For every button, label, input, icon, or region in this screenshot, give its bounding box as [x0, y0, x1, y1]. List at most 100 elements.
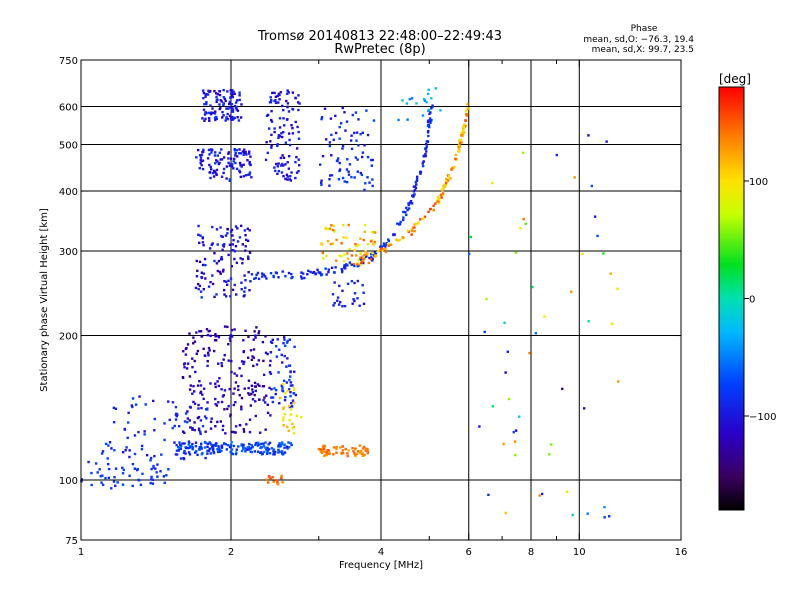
data-point [548, 453, 551, 456]
data-point [222, 288, 226, 292]
data-point [249, 155, 252, 158]
data-point [264, 335, 267, 338]
data-point [229, 157, 233, 160]
data-point [182, 350, 185, 353]
data-point [266, 352, 269, 356]
data-point [352, 450, 355, 453]
data-point [344, 447, 347, 451]
data-point [334, 131, 338, 135]
data-point [610, 322, 614, 326]
data-point [217, 259, 221, 263]
data-point [454, 157, 457, 161]
data-point [90, 483, 93, 487]
data-point [251, 388, 254, 391]
data-point [353, 452, 356, 455]
data-point [418, 170, 422, 174]
data-point [291, 126, 294, 130]
data-point [191, 392, 194, 395]
data-point [278, 117, 282, 120]
data-point [266, 411, 270, 415]
data-point [266, 151, 269, 155]
data-point [227, 404, 230, 408]
data-point [202, 397, 205, 401]
data-point [243, 387, 246, 390]
data-point [261, 452, 264, 455]
data-point [195, 156, 198, 159]
data-point [237, 445, 240, 448]
data-point [228, 179, 231, 182]
data-point [268, 386, 271, 390]
data-point [266, 403, 270, 406]
data-point [278, 98, 281, 101]
data-point [106, 462, 110, 466]
data-point [293, 345, 296, 349]
data-point [167, 400, 170, 403]
data-point [232, 403, 236, 407]
data-point [270, 388, 273, 391]
data-point [297, 137, 301, 140]
data-point [273, 99, 276, 103]
data-point [108, 441, 112, 444]
data-point [252, 364, 255, 368]
data-point [196, 453, 199, 457]
data-point [114, 467, 118, 470]
data-point [341, 147, 344, 150]
data-point [241, 243, 245, 246]
data-point [151, 482, 155, 485]
data-point [286, 425, 289, 429]
data-point [200, 271, 204, 274]
data-point [264, 428, 267, 431]
data-point [195, 259, 198, 263]
data-point [149, 459, 152, 462]
data-point [174, 418, 178, 421]
data-point [437, 201, 441, 205]
data-point [186, 446, 190, 450]
data-point [362, 302, 366, 306]
data-point [220, 100, 223, 103]
data-point [162, 475, 166, 478]
data-point [232, 167, 235, 170]
data-point [295, 414, 299, 417]
data-point [246, 446, 249, 449]
data-point [210, 417, 213, 420]
data-point [200, 163, 203, 167]
data-point [234, 101, 238, 104]
data-point [221, 428, 224, 432]
data-point [198, 330, 201, 333]
data-point [325, 254, 328, 258]
data-point [128, 474, 131, 478]
data-point [223, 325, 227, 328]
data-point [336, 296, 340, 299]
data-point [277, 448, 280, 452]
data-point [211, 274, 214, 277]
data-point [288, 378, 291, 382]
data-point [223, 293, 226, 296]
data-point [287, 167, 291, 170]
data-point [422, 155, 425, 158]
data-point [463, 123, 466, 127]
data-point [406, 208, 409, 212]
data-point [271, 91, 274, 95]
data-point [414, 186, 418, 190]
data-point [233, 104, 237, 108]
y-tick-label: 75 [65, 536, 78, 547]
data-point [278, 445, 281, 448]
data-point [335, 238, 338, 242]
data-point [217, 384, 221, 388]
data-point [182, 451, 186, 455]
data-point [276, 165, 279, 168]
data-point [289, 384, 293, 387]
data-point [199, 390, 203, 394]
data-point [274, 345, 278, 348]
data-point [290, 405, 294, 408]
data-point [360, 155, 364, 159]
data-point [357, 450, 360, 453]
data-point [294, 393, 298, 397]
data-point [191, 446, 194, 449]
data-point [338, 137, 341, 140]
data-point [353, 264, 356, 268]
data-point [323, 450, 327, 453]
data-point [236, 116, 239, 119]
x-tick-label: 10 [573, 547, 586, 558]
data-point [140, 444, 144, 448]
